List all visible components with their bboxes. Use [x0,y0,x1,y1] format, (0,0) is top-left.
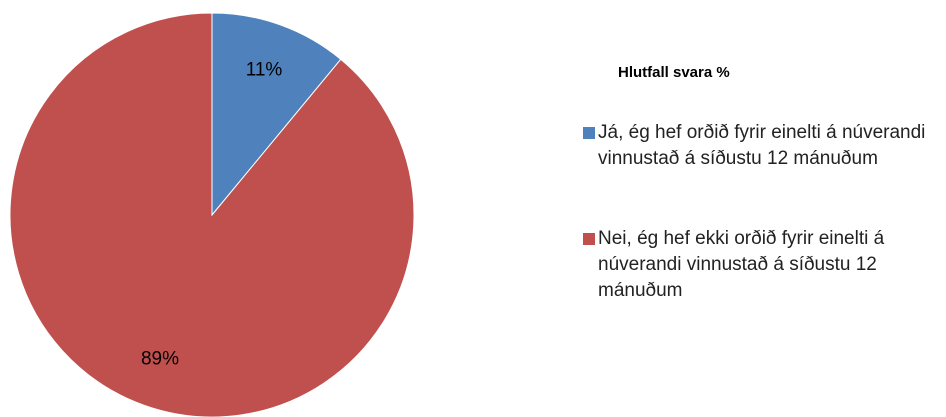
legend-title: Hlutfall svara % [618,64,730,81]
data-label: 11% [246,60,283,81]
pie-slice [9,12,415,417]
legend-swatch [583,127,595,139]
legend-label: Já, ég hef orðið fyrir einelti á núveran… [598,122,926,169]
data-label: 89% [141,348,179,369]
legend-swatch [583,233,595,245]
legend-item: Já, ég hef orðið fyrir einelti á núveran… [583,120,933,172]
pie-slice [211,12,342,217]
legend-item: Nei, ég hef ekki orðið fyrir einelti á n… [583,226,933,304]
legend-label: Nei, ég hef ekki orðið fyrir einelti á n… [598,228,885,301]
